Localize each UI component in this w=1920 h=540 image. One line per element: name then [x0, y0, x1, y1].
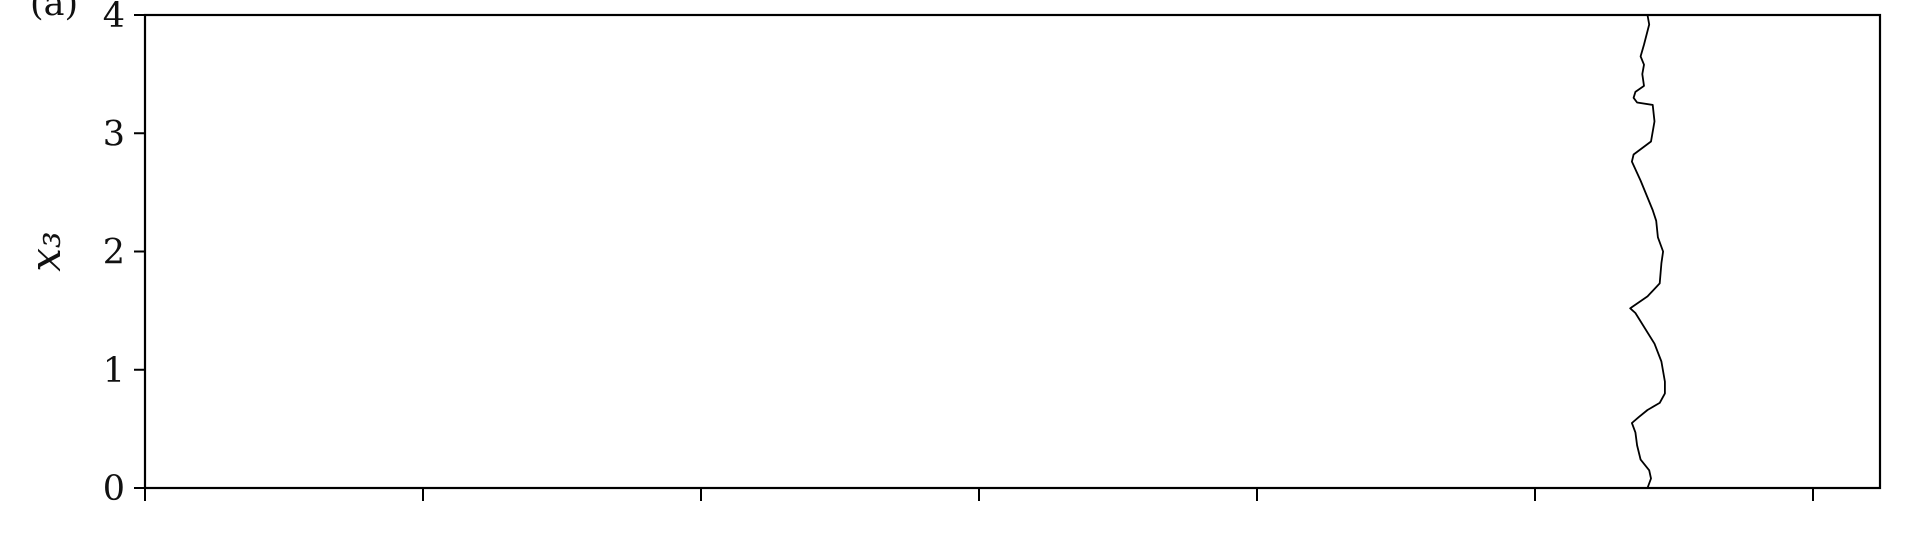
x-ticks	[144, 488, 1814, 501]
y-tick-label: 2	[103, 233, 125, 273]
panel-label: (a)	[30, 0, 78, 24]
y-axis-label: x₃	[21, 231, 70, 272]
y-tick-label: 1	[103, 351, 125, 391]
plot-frame	[143, 13, 1882, 490]
y-tick-label: 3	[103, 114, 125, 154]
y-tick-label: 4	[103, 0, 125, 36]
series-line	[1629, 14, 1666, 489]
y-ticks: 0 1 2 3 4	[103, 0, 145, 509]
y-tick-label: 0	[103, 469, 125, 509]
